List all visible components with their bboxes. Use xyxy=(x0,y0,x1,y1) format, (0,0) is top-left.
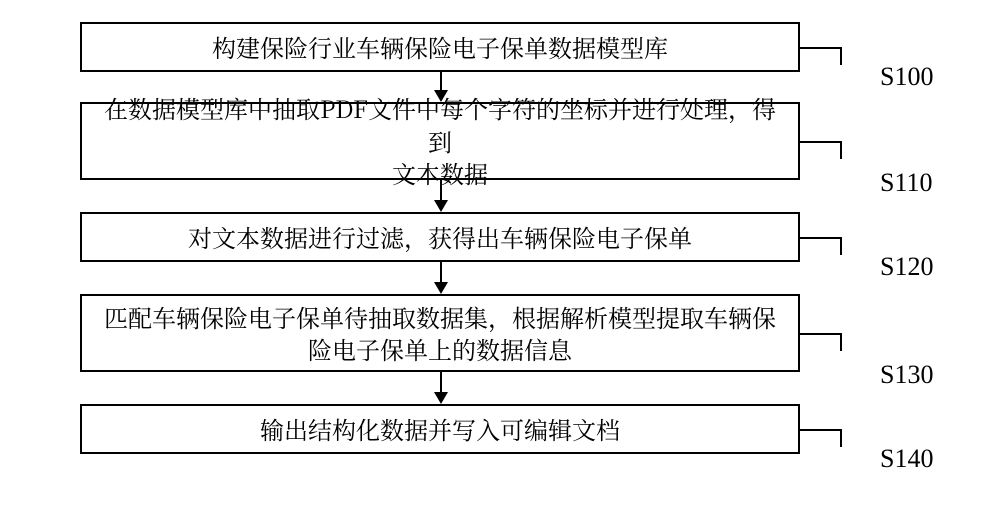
callout-horizontal xyxy=(800,47,840,49)
callout-vertical xyxy=(840,47,842,65)
callout-horizontal xyxy=(800,237,840,239)
flowchart-canvas: { "layout": { "canvas": { "w": 1000, "h"… xyxy=(0,0,1000,512)
step-label-S120: S120 xyxy=(880,252,933,282)
callout-horizontal xyxy=(800,141,840,143)
step-box-S100: 构建保险行业车辆保险电子保单数据模型库 xyxy=(80,22,800,72)
step-text: 对文本数据进行过滤，获得出车辆保险电子保单 xyxy=(188,221,692,253)
callout-horizontal xyxy=(800,333,840,335)
arrow-head-icon xyxy=(434,200,448,212)
callout-vertical xyxy=(840,333,842,351)
step-label-S130: S130 xyxy=(880,360,933,390)
callout-horizontal xyxy=(800,429,840,431)
step-label-S100: S100 xyxy=(880,62,933,92)
arrow-shaft xyxy=(440,262,442,282)
arrow-head-icon xyxy=(434,90,448,102)
step-text: 在数据模型库中抽取PDF文件中每个字符的坐标并进行处理，得到文本数据 xyxy=(92,92,788,189)
step-box-S120: 对文本数据进行过滤，获得出车辆保险电子保单 xyxy=(80,212,800,262)
step-label-S140: S140 xyxy=(880,444,933,474)
callout-vertical xyxy=(840,141,842,159)
step-box-S130: 匹配车辆保险电子保单待抽取数据集，根据解析模型提取车辆保险电子保单上的数据信息 xyxy=(80,294,800,372)
step-text: 输出结构化数据并写入可编辑文档 xyxy=(260,413,620,445)
callout-vertical xyxy=(840,429,842,447)
callout-vertical xyxy=(840,237,842,255)
step-text: 匹配车辆保险电子保单待抽取数据集，根据解析模型提取车辆保险电子保单上的数据信息 xyxy=(104,301,776,366)
step-text: 构建保险行业车辆保险电子保单数据模型库 xyxy=(212,31,668,63)
step-box-S110: 在数据模型库中抽取PDF文件中每个字符的坐标并进行处理，得到文本数据 xyxy=(80,102,800,180)
step-box-S140: 输出结构化数据并写入可编辑文档 xyxy=(80,404,800,454)
arrow-head-icon xyxy=(434,282,448,294)
step-label-S110: S110 xyxy=(880,168,933,198)
arrow-shaft xyxy=(440,372,442,392)
arrow-shaft xyxy=(440,180,442,200)
arrow-shaft xyxy=(440,72,442,90)
arrow-head-icon xyxy=(434,392,448,404)
